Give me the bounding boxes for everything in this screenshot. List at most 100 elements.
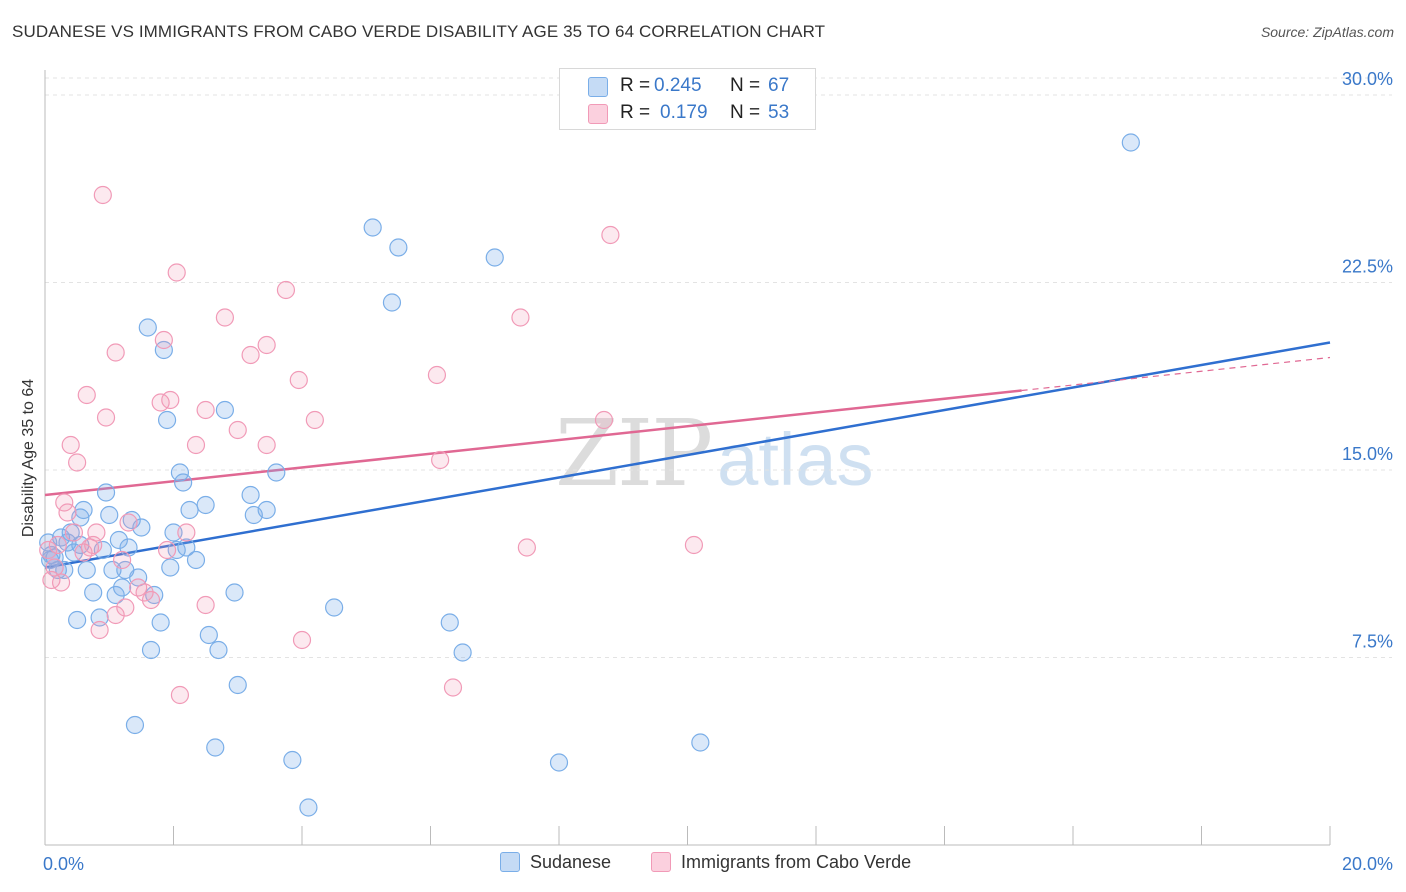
point-cabo-verde xyxy=(594,410,614,430)
legend-swatch-sudanese xyxy=(588,77,608,97)
point-cabo-verde xyxy=(196,400,215,420)
bottom-legend-swatch-sudanese xyxy=(500,852,520,872)
point-sudanese xyxy=(389,238,408,257)
point-sudanese xyxy=(228,675,247,695)
correlation-legend: R = 0.245 N = 67 R = 0.179 N = 53 xyxy=(559,68,816,130)
point-sudanese xyxy=(209,640,228,660)
y-axis-title: Disability Age 35 to 64 xyxy=(20,379,37,537)
point-cabo-verde xyxy=(64,523,84,542)
point-cabo-verde xyxy=(305,410,324,430)
point-sudanese xyxy=(440,613,459,632)
point-cabo-verde xyxy=(119,513,138,532)
point-sudanese xyxy=(157,410,177,430)
point-cabo-verde xyxy=(161,390,180,410)
point-sudanese xyxy=(84,583,103,602)
bottom-legend-cabo-verde: Immigrants from Cabo Verde xyxy=(651,852,911,873)
trend-line-cabo-verde-extension xyxy=(1021,356,1331,392)
watermark-zip: ZIP xyxy=(555,400,713,507)
point-sudanese xyxy=(164,523,183,542)
point-sudanese xyxy=(225,583,244,602)
point-sudanese xyxy=(267,463,286,482)
point-cabo-verde xyxy=(228,420,247,440)
point-cabo-verde xyxy=(289,370,308,390)
point-cabo-verde xyxy=(215,308,234,327)
legend-n-value: 53 xyxy=(768,102,790,123)
point-sudanese xyxy=(257,500,276,520)
data-points xyxy=(39,133,1140,817)
point-sudanese xyxy=(100,505,119,525)
point-sudanese xyxy=(141,640,161,660)
point-cabo-verde xyxy=(241,345,260,365)
point-cabo-verde xyxy=(196,595,215,615)
point-sudanese xyxy=(170,463,190,482)
point-cabo-verde xyxy=(61,435,80,455)
point-sudanese xyxy=(177,538,196,557)
point-cabo-verde xyxy=(80,538,100,557)
point-cabo-verde xyxy=(177,523,196,542)
point-cabo-verde xyxy=(443,678,463,697)
point-cabo-verde xyxy=(45,558,64,577)
y-tick-label: 22.5% xyxy=(1342,257,1393,277)
point-sudanese xyxy=(68,610,87,630)
x-tick-label: 0.0% xyxy=(43,854,84,874)
y-tick-label: 7.5% xyxy=(1352,632,1393,652)
point-sudanese xyxy=(283,750,302,770)
point-sudanese xyxy=(453,643,472,662)
point-cabo-verde xyxy=(77,385,96,405)
point-cabo-verde xyxy=(106,605,125,625)
point-cabo-verde xyxy=(116,598,135,617)
point-cabo-verde xyxy=(167,263,186,282)
point-cabo-verde xyxy=(511,308,530,327)
point-sudanese xyxy=(103,560,122,580)
point-cabo-verde xyxy=(276,280,296,300)
legend-n-value: 67 xyxy=(768,75,790,96)
legend-n-label: N = xyxy=(730,102,761,123)
point-cabo-verde xyxy=(112,550,132,570)
legend-r-label: R = xyxy=(620,102,651,123)
point-sudanese xyxy=(186,550,206,570)
point-cabo-verde xyxy=(87,523,106,542)
point-sudanese xyxy=(96,483,116,502)
point-cabo-verde xyxy=(93,185,112,205)
axes xyxy=(44,70,1331,846)
point-cabo-verde xyxy=(517,538,536,557)
tick-labels: 7.5% 15.0% 22.5% 30.0% 0.0% 20.0% Disability A… xyxy=(20,69,1393,874)
point-cabo-verde xyxy=(157,540,177,560)
point-sudanese xyxy=(196,495,215,515)
point-sudanese xyxy=(74,500,93,520)
point-cabo-verde xyxy=(55,493,74,512)
legend-swatch-cabo-verde xyxy=(588,104,608,124)
point-sudanese xyxy=(691,733,710,752)
point-sudanese xyxy=(363,218,382,237)
point-cabo-verde xyxy=(51,573,71,592)
point-cabo-verde xyxy=(684,535,704,555)
point-sudanese xyxy=(161,558,180,577)
point-cabo-verde xyxy=(427,365,447,385)
legend-r-value: 0.179 xyxy=(660,102,708,123)
point-sudanese xyxy=(122,510,141,530)
point-cabo-verde xyxy=(135,583,154,602)
point-sudanese xyxy=(241,485,260,505)
point-sudanese xyxy=(199,625,218,645)
point-sudanese xyxy=(154,340,173,360)
point-sudanese xyxy=(325,598,344,617)
watermark-atlas: atlas xyxy=(717,418,874,501)
point-sudanese xyxy=(129,568,148,587)
point-cabo-verde xyxy=(58,503,77,522)
point-sudanese xyxy=(206,738,225,757)
point-sudanese xyxy=(112,578,132,597)
point-cabo-verde xyxy=(154,330,173,350)
point-cabo-verde xyxy=(106,343,125,362)
point-sudanese xyxy=(180,500,199,520)
chart-title: SUDANESE VS IMMIGRANTS FROM CABO VERDE D… xyxy=(12,22,826,41)
point-sudanese xyxy=(549,753,569,772)
legend-r-label: R = xyxy=(620,75,651,96)
point-sudanese xyxy=(138,318,157,337)
point-sudanese xyxy=(151,613,170,632)
point-sudanese xyxy=(125,715,145,735)
y-tick-label: 30.0% xyxy=(1342,69,1393,89)
point-sudanese xyxy=(382,293,402,312)
point-cabo-verde xyxy=(90,620,109,640)
point-sudanese xyxy=(299,798,318,817)
